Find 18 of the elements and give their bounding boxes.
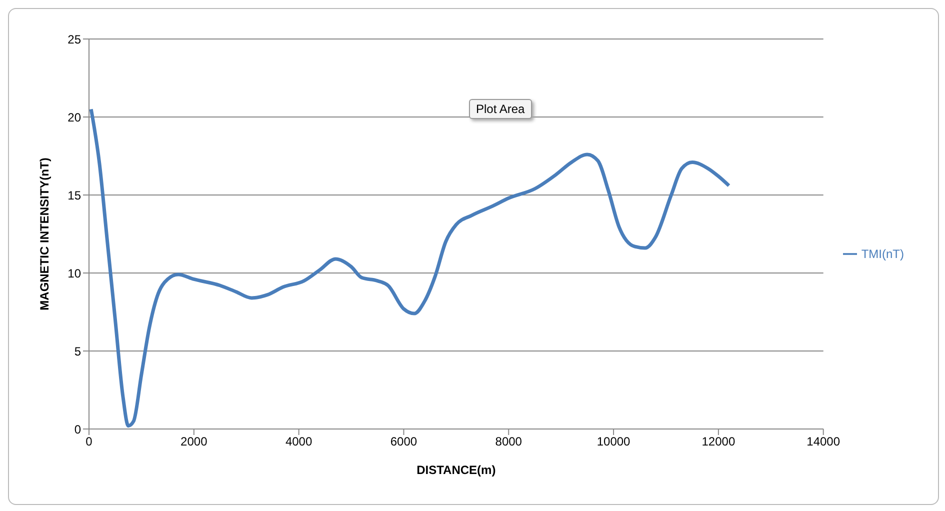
x-tick-label: 12000 <box>702 434 736 449</box>
y-tick-label: 20 <box>68 110 82 124</box>
x-axis-title: DISTANCE(m) <box>416 463 496 477</box>
x-tick-label: 4000 <box>285 434 312 449</box>
x-tick-label: 14000 <box>806 434 840 449</box>
x-tick-label: 8000 <box>495 434 522 449</box>
y-axis-title: MAGNETIC INTENSITY(nT) <box>37 158 52 310</box>
x-tick-label: 10000 <box>596 434 631 449</box>
legend-label: TMI(nT) <box>861 246 904 261</box>
x-tick-label: 2000 <box>180 434 208 449</box>
y-tick-label: 0 <box>74 422 82 436</box>
y-tick-label: 25 <box>68 32 82 46</box>
y-tick-label: 15 <box>68 188 82 202</box>
y-tick-label: 5 <box>74 344 82 358</box>
y-tick-label: 10 <box>68 266 82 280</box>
x-tick-label: 6000 <box>390 434 418 449</box>
annotation: Plot Area <box>469 99 532 119</box>
x-tick-label: 0 <box>86 434 93 449</box>
